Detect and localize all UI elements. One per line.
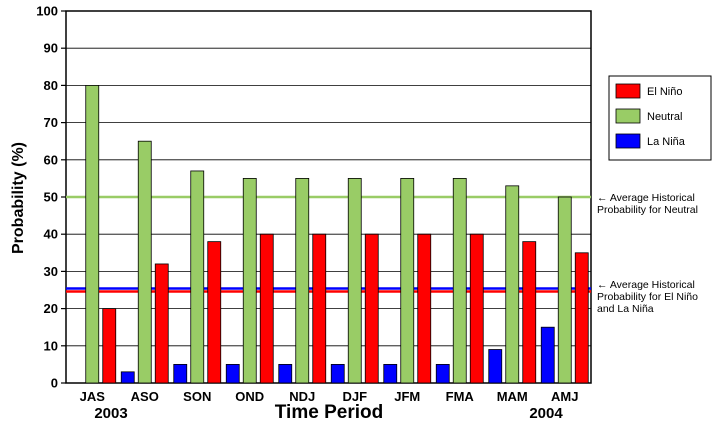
x-tick-label: OND <box>235 389 264 404</box>
bars <box>85 85 589 384</box>
legend-label: El Niño <box>647 86 682 98</box>
y-axis-title: Probability (%) <box>10 142 27 254</box>
bar-la-ni-a-son <box>173 363 188 384</box>
y-tick-label: 90 <box>44 41 58 56</box>
bar-la-ni-a-ond <box>225 363 240 384</box>
bar-el-ni-o-jfm <box>417 233 432 384</box>
year-end-label: 2004 <box>529 405 563 422</box>
y-tick-label: 50 <box>44 190 58 205</box>
bar-el-ni-o-ond <box>259 233 274 384</box>
bar-la-ni-a-fma <box>435 363 450 384</box>
x-tick-label: ASO <box>131 389 159 404</box>
bar-el-ni-o-aso <box>154 263 169 384</box>
reference-annotation-line: ← Average Historical <box>597 279 695 291</box>
bar-el-ni-o-mam <box>522 241 537 384</box>
x-tick-label: JFM <box>394 389 420 404</box>
y-tick-label: 30 <box>44 264 58 279</box>
y-tick-label: 100 <box>36 4 58 19</box>
x-tick-label: FMA <box>446 389 475 404</box>
x-tick-label: SON <box>183 389 211 404</box>
y-tick-label: 60 <box>44 152 58 167</box>
y-tick-label: 80 <box>44 78 58 93</box>
reference-annotation-line: and La Niña <box>597 303 654 315</box>
bar-la-ni-a-amj <box>540 326 555 384</box>
legend-label: Neutral <box>647 111 682 123</box>
year-start-label: 2003 <box>94 405 127 422</box>
legend-label: La Niña <box>647 136 686 148</box>
y-tick-label: 70 <box>44 115 58 130</box>
y-tick-label: 40 <box>44 227 58 242</box>
bar-la-ni-a-ndj <box>278 363 293 384</box>
legend-swatch-el-ni-o <box>615 83 641 99</box>
legend: El Niño Neutral La Niña <box>608 75 712 161</box>
bar-neutral-jfm <box>400 177 415 384</box>
bar-el-ni-o-fma <box>469 233 484 384</box>
bar-el-ni-o-ndj <box>312 233 327 384</box>
legend-swatch-la-ni-a <box>615 133 641 149</box>
bar-la-ni-a-aso <box>120 371 135 384</box>
bar-la-ni-a-jfm <box>383 363 398 384</box>
reference-lines <box>66 195 591 293</box>
y-tick-label: 10 <box>44 338 58 353</box>
bar-la-ni-a-mam <box>488 349 503 384</box>
x-tick-label: AMJ <box>551 389 578 404</box>
bar-neutral-ond <box>242 177 257 384</box>
bar-el-ni-o-djf <box>364 233 379 384</box>
x-tick-label: DJF <box>342 389 367 404</box>
bar-neutral-aso <box>137 140 152 384</box>
bar-el-ni-o-jas <box>102 308 117 384</box>
y-tick-label: 20 <box>44 301 58 316</box>
bar-neutral-son <box>190 170 205 384</box>
reference-annotation-line: Probability for El Niño <box>597 291 698 303</box>
bar-neutral-mam <box>505 185 520 384</box>
bar-neutral-fma <box>452 177 467 384</box>
x-tick-label: NDJ <box>289 389 315 404</box>
bar-neutral-amj <box>557 196 572 384</box>
x-tick-label: JAS <box>80 389 106 404</box>
x-tick-label: MAM <box>497 389 528 404</box>
reference-annotation-line: Probability for Neutral <box>597 204 698 216</box>
y-tick-label: 0 <box>51 376 58 391</box>
bar-neutral-ndj <box>295 177 310 384</box>
x-axis-title: Time Period <box>275 402 383 423</box>
legend-swatch-neutral <box>615 108 641 124</box>
bar-neutral-jas <box>85 85 100 384</box>
bar-el-ni-o-amj <box>574 252 589 384</box>
bar-la-ni-a-djf <box>330 363 345 384</box>
bar-el-ni-o-son <box>207 241 222 384</box>
axes: 0 10 20 30 40 50 60 70 80 90 100 JAS ASO SON OND NDJ DJF… <box>36 4 578 405</box>
bar-neutral-djf <box>347 177 362 384</box>
reference-annotation-line: ← Average Historical <box>597 192 695 204</box>
